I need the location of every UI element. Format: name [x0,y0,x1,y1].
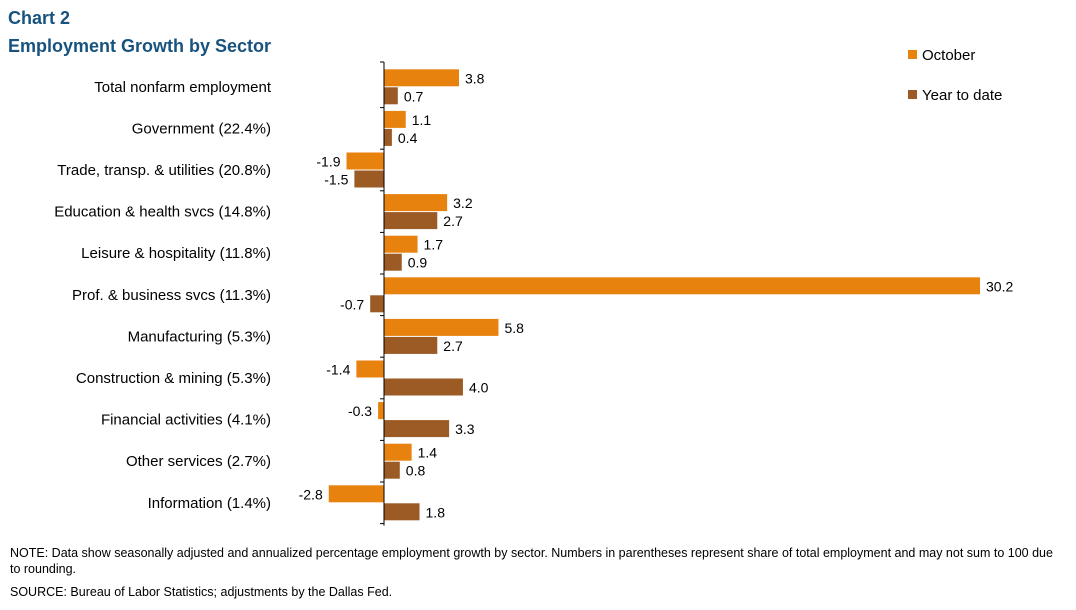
data-label-october: 1.4 [418,445,438,461]
data-label-october: -2.8 [299,486,323,502]
category-label: Manufacturing (5.3%) [128,328,271,345]
data-label-october: 30.2 [986,278,1013,294]
category-label: Construction & mining (5.3%) [76,370,271,387]
bar-october [378,402,384,420]
category-label: Total nonfarm employment [94,79,272,96]
legend-label: Year to date [922,87,1002,104]
data-label-october: -1.4 [326,362,350,378]
data-label-year-to-date: -0.7 [340,296,364,312]
bar-october [328,485,384,503]
chart-source: SOURCE: Bureau of Labor Statistics; adju… [10,585,393,599]
legend-swatch [908,90,917,99]
data-label-october: 3.2 [453,195,473,211]
data-label-year-to-date: 0.8 [406,463,426,479]
data-label-year-to-date: 3.3 [455,421,475,437]
data-label-october: 5.8 [504,320,524,336]
bar-october [384,69,459,87]
bar-october [346,152,384,170]
bar-year-to-date [384,378,463,396]
legend-swatch [908,50,917,59]
category-label: Government (22.4%) [132,120,271,137]
bar-year-to-date [384,336,438,354]
data-label-year-to-date: 2.7 [443,338,463,354]
data-label-year-to-date: 0.7 [404,88,424,104]
bar-october [384,194,448,212]
bar-october [384,277,980,295]
category-label: Prof. & business svcs (11.3%) [72,287,271,304]
bar-october [384,235,418,253]
bar-year-to-date [384,253,402,271]
bar-year-to-date [384,503,420,521]
category-label: Financial activities (4.1%) [101,412,271,429]
chart-note: NOTE: Data show seasonally adjusted and … [10,546,1053,576]
bar-october [384,110,406,128]
bar-year-to-date [384,87,398,105]
data-label-october: 1.1 [412,112,432,128]
data-label-october: 3.8 [465,70,485,86]
bar-year-to-date [370,295,384,313]
bar-october [384,443,412,461]
chart-number: Chart 2 [8,8,71,28]
data-label-year-to-date: 2.7 [443,213,463,229]
bar-year-to-date [384,212,438,230]
bar-year-to-date [384,461,400,479]
category-label: Information (1.4%) [148,495,271,512]
bar-october [356,360,384,378]
category-label: Trade, transp. & utilities (20.8%) [57,162,271,179]
category-label: Education & health svcs (14.8%) [54,204,271,221]
data-label-year-to-date: 1.8 [426,504,446,520]
data-label-year-to-date: -1.5 [324,172,348,188]
bar-year-to-date [384,420,450,438]
bar-chart: Total nonfarm employment 3.8 0.7 Government… [54,47,1013,526]
data-label-october: -1.9 [316,154,340,170]
data-label-year-to-date: 0.4 [398,130,418,146]
bar-october [384,318,499,336]
data-label-october: 1.7 [424,237,444,253]
bar-year-to-date [354,170,384,188]
category-label: Leisure & hospitality (11.8%) [81,245,271,262]
legend-label: October [922,47,975,64]
bar-year-to-date [384,128,392,146]
data-label-october: -0.3 [348,403,372,419]
category-label: Other services (2.7%) [126,453,271,470]
data-label-year-to-date: 0.9 [408,255,428,271]
data-label-year-to-date: 4.0 [469,380,489,396]
chart-title: Employment Growth by Sector [8,36,272,56]
